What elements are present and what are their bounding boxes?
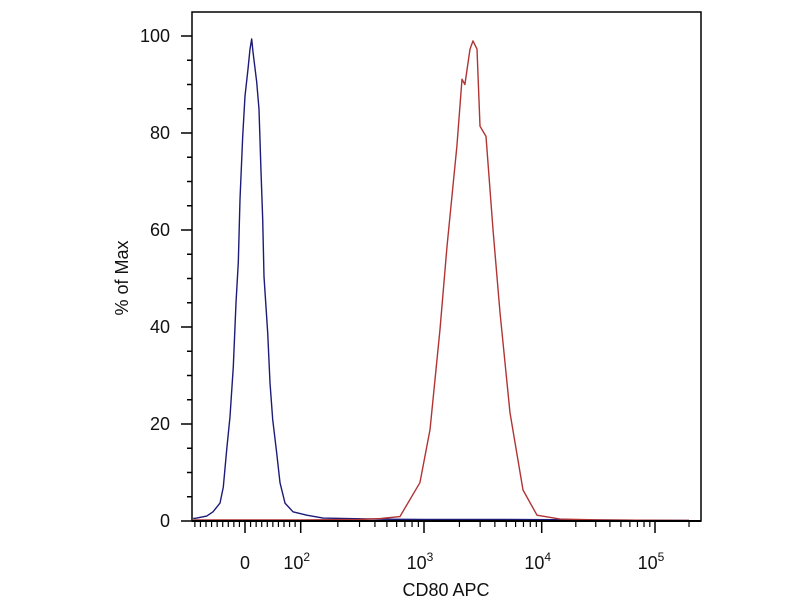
x-tick-label: 102 (283, 550, 310, 573)
y-tick-label: 20 (150, 414, 170, 434)
y-axis-ticks: 0 20 40 60 80 100 (140, 26, 192, 531)
y-tick-label: 80 (150, 123, 170, 143)
histogram-series-2 (193, 40, 690, 522)
series-group (193, 38, 690, 522)
x-tick-label: 104 (524, 550, 551, 573)
x-tick-label: 103 (407, 550, 434, 573)
y-tick-label: 40 (150, 317, 170, 337)
x-tick-label: 105 (638, 550, 665, 573)
x-axis-ticks: 0 102 103 104 105 (194, 521, 690, 573)
y-tick-label: 60 (150, 220, 170, 240)
histogram-series-1 (193, 38, 690, 522)
x-axis-label: CD80 APC (402, 580, 489, 600)
plot-frame (191, 11, 702, 522)
x-tick-label: 0 (240, 553, 250, 573)
y-tick-label: 100 (140, 26, 170, 46)
y-tick-label: 0 (160, 511, 170, 531)
y-axis-label: % of Max (112, 240, 132, 315)
